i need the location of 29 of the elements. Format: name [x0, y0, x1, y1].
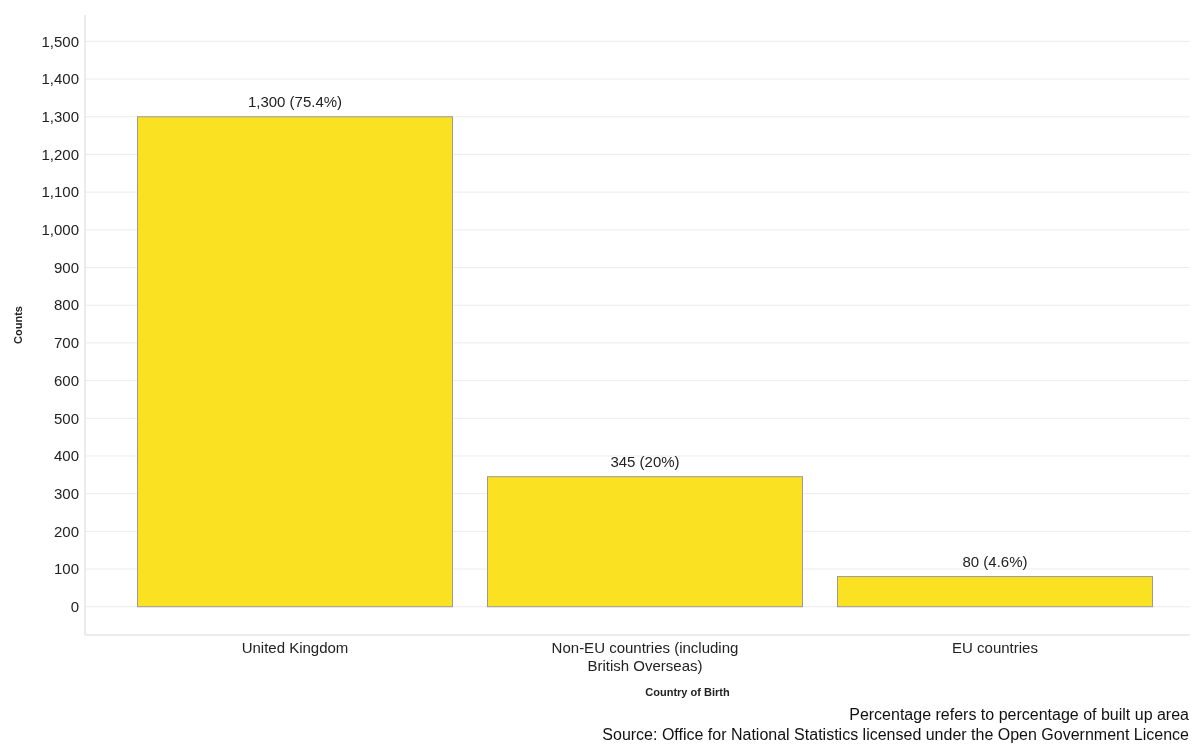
y-tick-label: 800 — [53, 296, 79, 314]
bar — [487, 476, 803, 608]
data-label: 80 (4.6%) — [962, 552, 1028, 570]
y-axis-title: Counts — [12, 306, 24, 344]
y-tick-label: 200 — [53, 522, 79, 540]
y-tick-label: 100 — [53, 560, 79, 578]
y-tick-label: 1,000 — [41, 221, 79, 239]
data-label: 1,300 (75.4%) — [247, 92, 343, 110]
x-tick-label: United Kingdom — [241, 639, 349, 656]
y-tick-label: 0 — [70, 597, 79, 615]
y-tick-label: 900 — [53, 258, 79, 276]
x-tick-label: EU countries — [952, 639, 1038, 656]
y-tick-label: 1,300 — [41, 108, 79, 126]
y-tick-label: 400 — [53, 447, 79, 465]
y-tick-label: 1,400 — [41, 70, 79, 88]
y-tick-label: 600 — [53, 371, 79, 389]
y-tick-label: 700 — [53, 334, 79, 352]
y-tick-label: 1,100 — [41, 183, 79, 201]
source-note: Source: Office for National Statistics licensed under the Open Government Licence — [602, 726, 1190, 743]
y-tick-label: 1,500 — [41, 32, 79, 50]
bar — [137, 116, 453, 608]
x-axis-title: Country of Birth — [645, 686, 730, 698]
bar — [837, 576, 1153, 608]
y-tick-label: 1,200 — [41, 145, 79, 163]
data-label: 345 (20%) — [610, 452, 680, 470]
y-tick-label: 500 — [53, 409, 79, 427]
text: Percentage refers to percentage of built up area — [849, 706, 1190, 723]
y-tick-label: 300 — [53, 484, 79, 502]
x-tick-label: Non-EU countries (including British Overseas) — [551, 639, 739, 674]
